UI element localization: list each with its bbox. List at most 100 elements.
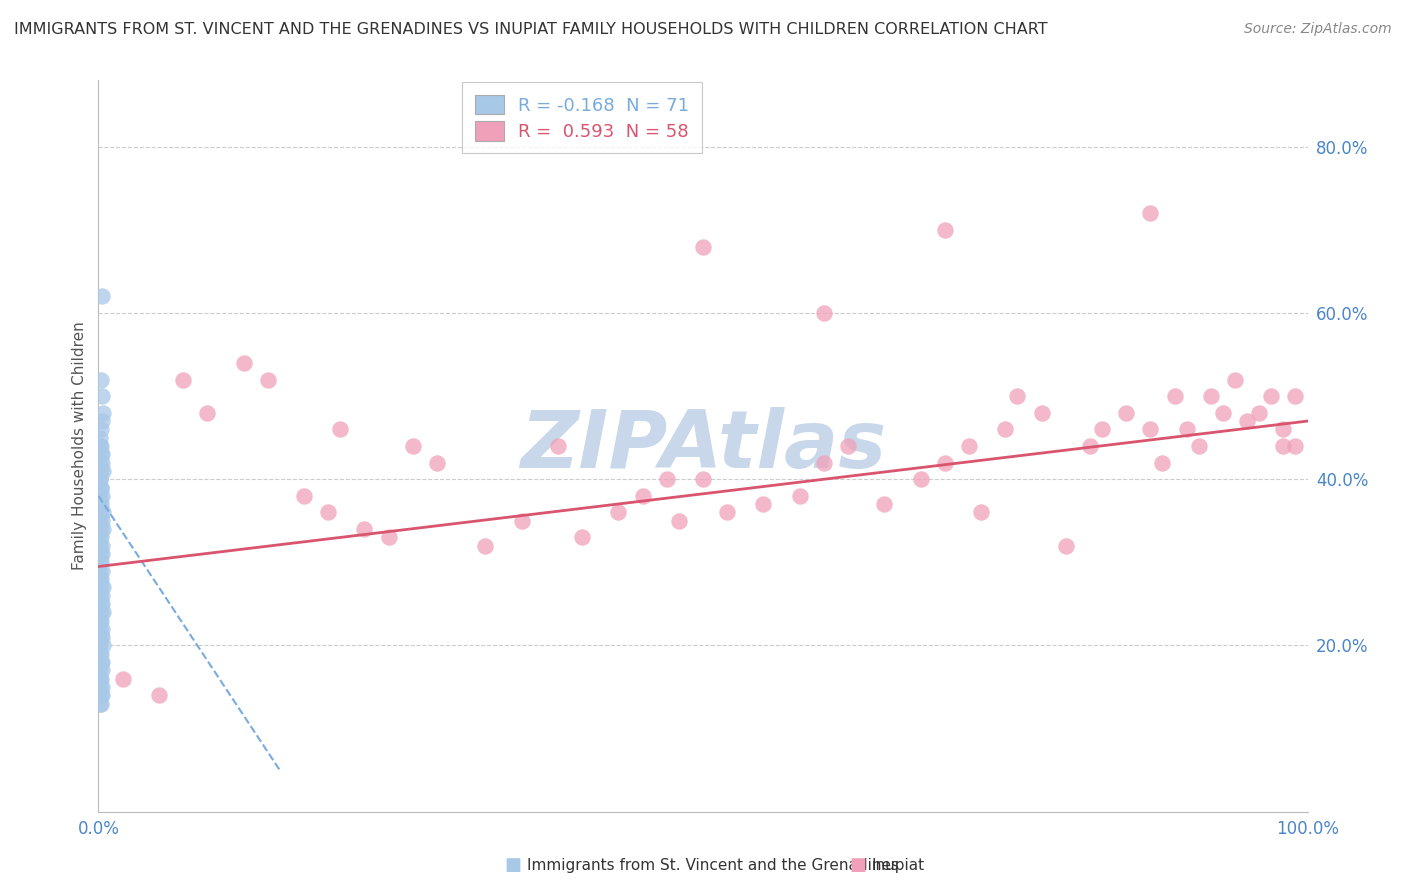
- Point: [172, 372, 194, 386]
- Point: [89, 672, 111, 686]
- Point: [353, 522, 375, 536]
- Point: [90, 605, 112, 619]
- Point: [716, 506, 738, 520]
- Point: [668, 514, 690, 528]
- Point: [89, 664, 111, 678]
- Point: [934, 223, 956, 237]
- Point: [91, 456, 114, 470]
- Point: [90, 522, 112, 536]
- Point: [89, 564, 111, 578]
- Point: [90, 689, 112, 703]
- Point: [89, 497, 111, 511]
- Point: [994, 422, 1017, 436]
- Point: [377, 530, 399, 544]
- Point: [90, 481, 112, 495]
- Point: [1260, 389, 1282, 403]
- Point: [89, 680, 111, 694]
- Point: [813, 306, 835, 320]
- Point: [90, 580, 112, 594]
- Point: [90, 647, 112, 661]
- Point: [195, 406, 218, 420]
- Point: [692, 239, 714, 253]
- Point: [256, 372, 278, 386]
- Point: [1175, 422, 1198, 436]
- Point: [89, 489, 111, 503]
- Point: [91, 389, 114, 403]
- Point: [91, 580, 114, 594]
- Point: [1054, 539, 1077, 553]
- Point: [607, 506, 630, 520]
- Point: [1236, 414, 1258, 428]
- Point: [1115, 406, 1137, 420]
- Point: [837, 439, 859, 453]
- Point: [970, 506, 993, 520]
- Point: [89, 639, 111, 653]
- Point: [89, 614, 111, 628]
- Point: [1139, 206, 1161, 220]
- Point: [547, 439, 569, 453]
- Point: [90, 630, 112, 644]
- Point: [89, 539, 111, 553]
- Point: [91, 489, 114, 503]
- Point: [91, 464, 114, 478]
- Point: [91, 564, 114, 578]
- Point: [232, 356, 254, 370]
- Point: [89, 431, 111, 445]
- Point: [510, 514, 533, 528]
- Point: [89, 622, 111, 636]
- Text: ■: ■: [505, 856, 522, 874]
- Point: [91, 655, 114, 669]
- Point: [148, 689, 170, 703]
- Point: [91, 639, 114, 653]
- Point: [111, 672, 134, 686]
- Point: [91, 630, 114, 644]
- Point: [1212, 406, 1234, 420]
- Point: [91, 414, 114, 428]
- Point: [91, 539, 114, 553]
- Point: [1091, 422, 1114, 436]
- Point: [90, 555, 112, 569]
- Point: [1163, 389, 1185, 403]
- Point: [1031, 406, 1053, 420]
- Point: [90, 481, 112, 495]
- Point: [89, 697, 111, 711]
- Y-axis label: Family Households with Children: Family Households with Children: [72, 322, 87, 570]
- Point: [90, 439, 112, 453]
- Point: [89, 647, 111, 661]
- Point: [91, 447, 114, 461]
- Point: [90, 597, 112, 611]
- Point: [934, 456, 956, 470]
- Point: [89, 572, 111, 586]
- Point: [90, 447, 112, 461]
- Point: [1139, 422, 1161, 436]
- Point: [813, 456, 835, 470]
- Point: [1007, 389, 1029, 403]
- Point: [89, 456, 111, 470]
- Point: [90, 422, 112, 436]
- Point: [1199, 389, 1222, 403]
- Point: [91, 514, 114, 528]
- Point: [655, 472, 678, 486]
- Point: [89, 439, 111, 453]
- Point: [692, 472, 714, 486]
- Point: [91, 547, 114, 561]
- Point: [91, 506, 114, 520]
- Point: [1284, 439, 1306, 453]
- Point: [957, 439, 980, 453]
- Point: [329, 422, 352, 436]
- Point: [631, 489, 654, 503]
- Point: [474, 539, 496, 553]
- Point: [1223, 372, 1246, 386]
- Point: [90, 547, 112, 561]
- Point: [90, 572, 112, 586]
- Point: [1272, 439, 1295, 453]
- Point: [89, 514, 111, 528]
- Point: [89, 589, 111, 603]
- Point: [89, 472, 111, 486]
- Point: [752, 497, 775, 511]
- Point: [1249, 406, 1271, 420]
- Point: [316, 506, 339, 520]
- Point: [426, 456, 449, 470]
- Point: [1188, 439, 1211, 453]
- Point: [1272, 422, 1295, 436]
